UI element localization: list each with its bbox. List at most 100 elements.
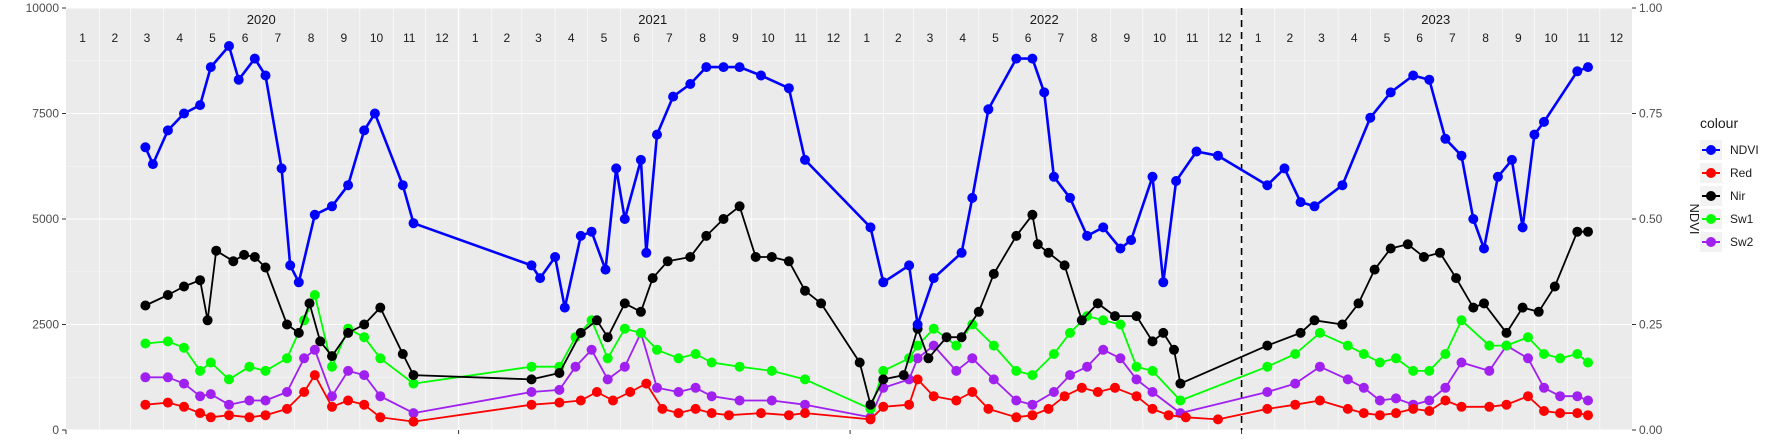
data-point-red <box>1110 382 1120 393</box>
data-point-sw1 <box>1501 340 1512 351</box>
data-point-red <box>1262 403 1273 414</box>
data-point-sw1 <box>878 365 889 376</box>
month-label: 2 <box>1286 31 1293 45</box>
data-point-nir <box>162 290 173 300</box>
data-point-nir <box>1353 298 1364 309</box>
data-point-sw1 <box>1555 353 1566 364</box>
month-label: 10 <box>1544 31 1558 45</box>
data-point-sw2 <box>912 353 923 364</box>
data-point-nir <box>1175 378 1186 389</box>
data-point-nir <box>1147 336 1158 347</box>
month-label: 4 <box>176 31 183 45</box>
data-point-sw2 <box>327 391 337 402</box>
data-point-sw1 <box>1583 357 1593 368</box>
month-label: 10 <box>370 31 384 45</box>
data-point-nir <box>1131 311 1142 322</box>
data-point-red <box>1290 399 1301 410</box>
data-point-sw2 <box>309 344 320 355</box>
data-point-red <box>1027 410 1038 421</box>
legend-label: Sw2 <box>1730 235 1754 249</box>
data-point-sw1 <box>951 340 962 351</box>
data-point-ndvi <box>983 104 994 115</box>
month-label: 7 <box>1449 31 1456 45</box>
data-point-sw1 <box>205 357 216 368</box>
data-point-red <box>608 395 618 406</box>
month-label: 10 <box>761 31 775 45</box>
data-point-sw1 <box>179 342 189 353</box>
data-point-sw2 <box>224 399 234 410</box>
data-point-ndvi <box>1039 87 1050 98</box>
data-point-red <box>309 370 320 381</box>
data-point-nir <box>1402 239 1413 250</box>
data-point-nir <box>1533 306 1544 317</box>
data-point-nir <box>1549 281 1560 292</box>
data-point-sw1 <box>734 361 745 372</box>
data-point-sw2 <box>988 374 999 385</box>
data-point-sw1 <box>327 361 337 372</box>
data-point-red <box>967 387 978 397</box>
data-point-sw2 <box>1424 395 1435 406</box>
data-point-sw1 <box>928 323 939 334</box>
data-point-sw2 <box>375 391 386 402</box>
data-point-ndvi <box>1583 62 1593 73</box>
data-point-ndvi <box>1027 53 1038 64</box>
data-point-red <box>1092 387 1103 397</box>
data-point-red <box>800 408 810 419</box>
data-point-sw1 <box>1374 357 1385 368</box>
data-point-nir <box>293 327 304 338</box>
data-point-ndvi <box>928 273 939 284</box>
month-label: 1 <box>79 31 86 45</box>
data-point-red <box>1163 410 1174 421</box>
data-point-red <box>224 410 234 421</box>
data-point-red <box>140 399 151 410</box>
data-point-nir <box>988 268 999 279</box>
data-point-nir <box>1418 252 1429 262</box>
data-point-sw1 <box>244 361 255 372</box>
data-point-sw1 <box>1115 319 1126 330</box>
data-point-ndvi <box>641 247 652 258</box>
legend-label: Sw1 <box>1730 212 1754 226</box>
month-label: 6 <box>633 31 640 45</box>
data-point-red <box>526 399 537 410</box>
data-point-sw1 <box>1572 349 1583 359</box>
data-point-sw1 <box>1098 315 1109 326</box>
month-label: 11 <box>1577 31 1590 45</box>
data-point-red <box>1424 406 1435 416</box>
data-point-ndvi <box>1262 180 1273 191</box>
data-point-red <box>625 387 636 397</box>
month-label: 7 <box>274 31 281 45</box>
legend-key-point <box>1706 191 1716 201</box>
data-point-ndvi <box>359 125 370 136</box>
data-point-sw1 <box>526 361 537 372</box>
data-point-red <box>904 399 915 410</box>
legend-title: colour <box>1700 115 1738 131</box>
data-point-ndvi <box>276 163 287 174</box>
data-point-sw1 <box>1011 365 1022 376</box>
data-point-ndvi <box>397 180 408 191</box>
right-tick-label: 0.75 <box>1639 107 1663 121</box>
month-label: 3 <box>1318 31 1325 45</box>
data-point-sw1 <box>652 344 662 355</box>
data-point-red <box>983 403 994 414</box>
data-point-ndvi <box>147 159 158 170</box>
data-point-ndvi <box>1408 70 1419 81</box>
data-point-sw2 <box>1048 387 1059 397</box>
data-point-ndvi <box>1065 192 1075 203</box>
data-point-red <box>1523 391 1533 402</box>
month-label: 2 <box>503 31 510 45</box>
month-label: 5 <box>992 31 999 45</box>
right-tick-label: 0.00 <box>1639 423 1663 437</box>
data-point-red <box>1076 382 1087 393</box>
data-point-nir <box>685 252 696 262</box>
data-point-nir <box>397 349 408 359</box>
data-point-nir <box>647 273 658 284</box>
data-point-red <box>1539 406 1549 416</box>
data-point-red <box>1342 403 1353 414</box>
data-point-ndvi <box>1082 230 1093 241</box>
data-point-ndvi <box>956 247 967 258</box>
data-point-sw1 <box>1027 370 1038 381</box>
data-point-ndvi <box>1213 150 1223 161</box>
month-label: 11 <box>1186 31 1199 45</box>
data-point-red <box>912 374 923 385</box>
left-tick-label: 0 <box>52 423 59 437</box>
